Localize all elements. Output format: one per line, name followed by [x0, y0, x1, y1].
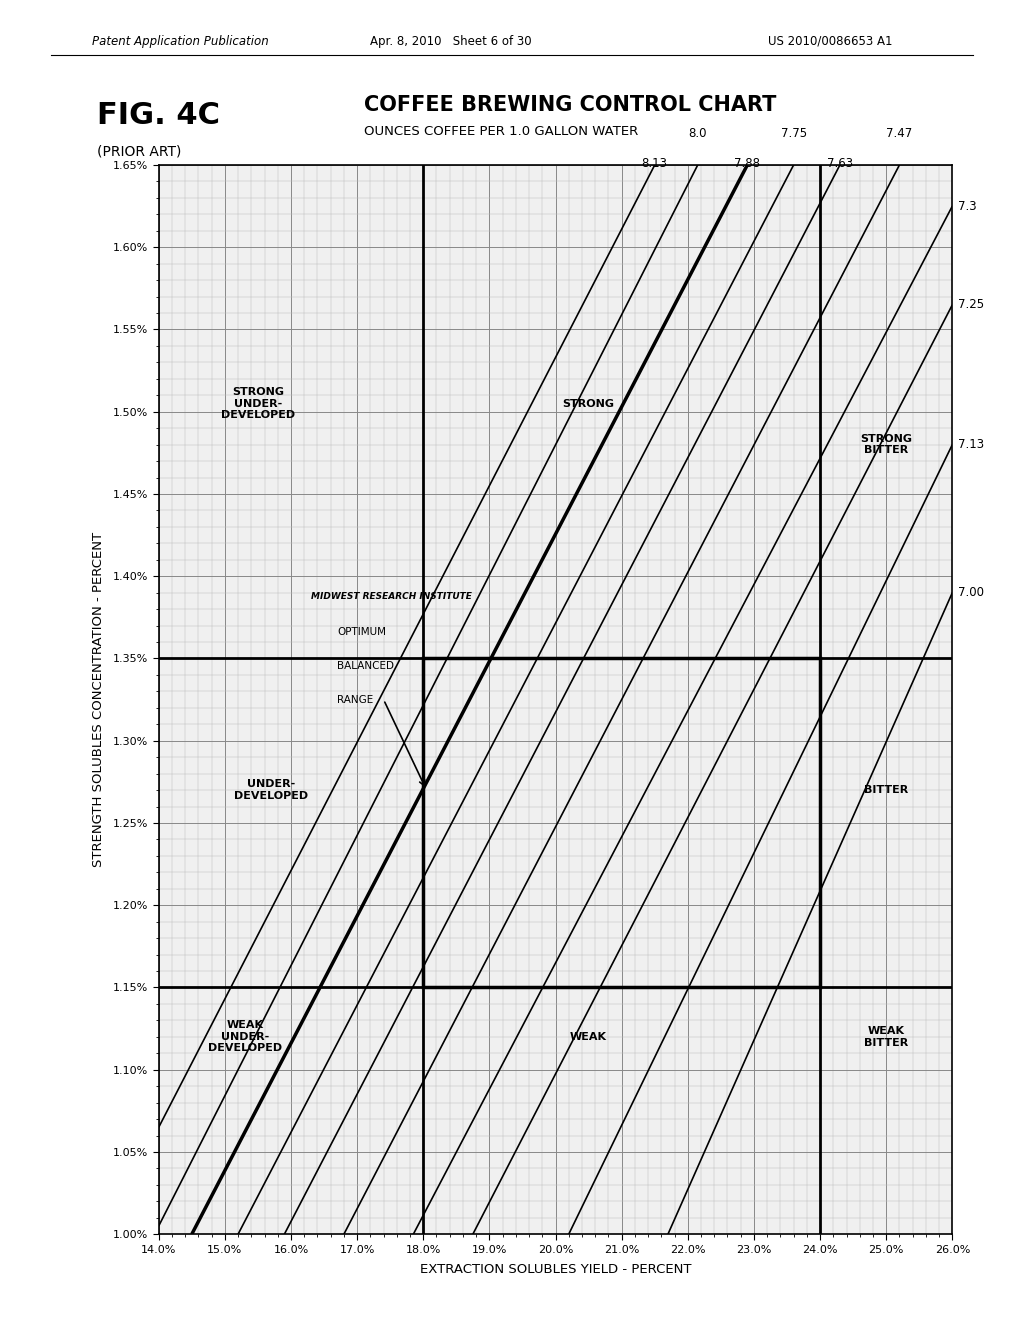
Text: WEAK: WEAK	[570, 1032, 607, 1041]
Text: RANGE: RANGE	[337, 696, 374, 705]
Text: 8.0: 8.0	[688, 127, 707, 140]
Text: 7.63: 7.63	[826, 157, 853, 170]
Text: US 2010/0086653 A1: US 2010/0086653 A1	[768, 34, 893, 48]
Text: 7.13: 7.13	[957, 438, 984, 451]
Text: STRONG: STRONG	[562, 399, 614, 408]
Y-axis label: STRENGTH SOLUBLES CONCENTRATION - PERCENT: STRENGTH SOLUBLES CONCENTRATION - PERCEN…	[91, 532, 104, 867]
Text: STRONG
BITTER: STRONG BITTER	[860, 434, 912, 455]
Text: UNDER-
DEVELOPED: UNDER- DEVELOPED	[234, 779, 308, 801]
Text: FIG. 4C: FIG. 4C	[97, 102, 220, 131]
X-axis label: EXTRACTION SOLUBLES YIELD - PERCENT: EXTRACTION SOLUBLES YIELD - PERCENT	[420, 1263, 691, 1276]
Text: Patent Application Publication: Patent Application Publication	[92, 34, 269, 48]
Text: STRONG
UNDER-
DEVELOPED: STRONG UNDER- DEVELOPED	[221, 387, 295, 420]
Text: 7.00: 7.00	[957, 586, 984, 599]
Text: 7.75: 7.75	[780, 127, 807, 140]
Text: WEAK
BITTER: WEAK BITTER	[864, 1026, 908, 1048]
Text: BALANCED: BALANCED	[337, 661, 394, 671]
Text: WEAK
UNDER-
DEVELOPED: WEAK UNDER- DEVELOPED	[208, 1020, 282, 1053]
Text: BITTER: BITTER	[864, 785, 908, 795]
Text: OUNCES COFFEE PER 1.0 GALLON WATER: OUNCES COFFEE PER 1.0 GALLON WATER	[364, 124, 638, 137]
Text: 8.13: 8.13	[642, 157, 668, 170]
Text: 7.3: 7.3	[957, 199, 976, 213]
Text: 7.25: 7.25	[957, 298, 984, 312]
Text: COFFEE BREWING CONTROL CHART: COFFEE BREWING CONTROL CHART	[364, 95, 776, 115]
Text: Apr. 8, 2010   Sheet 6 of 30: Apr. 8, 2010 Sheet 6 of 30	[370, 34, 531, 48]
Text: (PRIOR ART): (PRIOR ART)	[97, 145, 181, 158]
Text: OPTIMUM: OPTIMUM	[337, 627, 386, 636]
Text: 7.88: 7.88	[734, 157, 760, 170]
Text: MIDWEST RESEARCH INSTITUTE: MIDWEST RESEARCH INSTITUTE	[311, 591, 472, 601]
Text: 7.47: 7.47	[887, 127, 912, 140]
Bar	[423, 659, 820, 987]
